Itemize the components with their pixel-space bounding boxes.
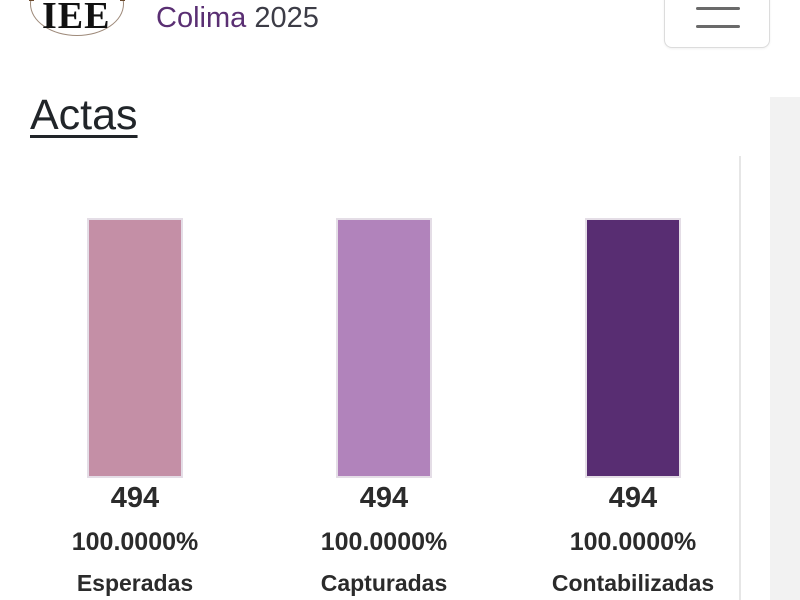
bar-category-label: Capturadas	[320, 570, 448, 596]
logo-text: IEE	[42, 0, 111, 37]
bar-percent-label: 100.0000%	[320, 528, 448, 556]
bar-value-label: 494	[359, 482, 409, 514]
bar-value-label: 494	[110, 482, 160, 514]
bar-track	[585, 218, 681, 478]
side-panel	[770, 97, 800, 600]
bar-column-contabilizadas: 494 100.0000% Contabilizadas	[543, 218, 723, 600]
bar-contabilizadas	[587, 220, 679, 476]
header: IEE Colima 2025	[0, 0, 800, 70]
bar-percent-label: 100.0000%	[71, 528, 199, 556]
vertical-divider	[739, 156, 741, 600]
brand-name: Colima	[156, 2, 247, 34]
iee-logo[interactable]: IEE	[29, 0, 126, 38]
bar-column-capturadas: 494 100.0000% Capturadas	[294, 218, 474, 600]
hamburger-icon-line	[696, 25, 740, 28]
hamburger-menu-button[interactable]	[664, 0, 770, 48]
bar-percent-label: 100.0000%	[569, 528, 697, 556]
bar-track	[336, 218, 432, 478]
logo-ornament-left	[29, 0, 34, 1]
brand-title: Colima 2025	[156, 0, 319, 36]
bar-category-label: Contabilizadas	[551, 570, 715, 596]
bar-value-label: 494	[608, 482, 658, 514]
hamburger-icon-line	[696, 7, 740, 10]
bar-capturadas	[338, 220, 430, 476]
bar-track	[87, 218, 183, 478]
bar-category-label: Esperadas	[76, 570, 194, 596]
brand-year: 2025	[254, 2, 319, 34]
bar-column-esperadas: 494 100.0000% Esperadas	[45, 218, 225, 600]
logo-ornament-right	[120, 0, 125, 1]
section-title: Actas	[30, 91, 138, 139]
bar-esperadas	[89, 220, 181, 476]
